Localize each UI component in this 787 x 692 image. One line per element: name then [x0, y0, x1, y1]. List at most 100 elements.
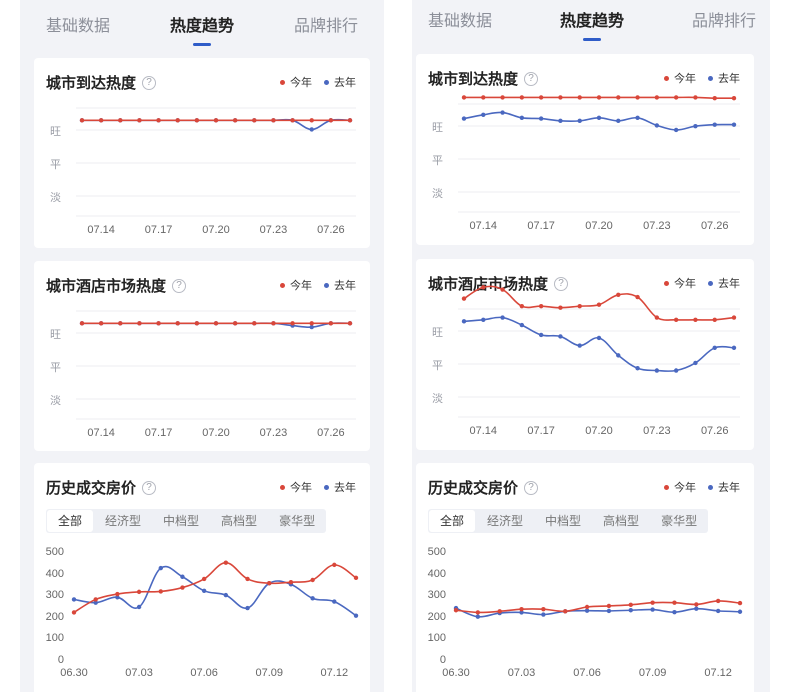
- data-point[interactable]: [538, 116, 544, 121]
- data-point[interactable]: [475, 614, 481, 619]
- data-point[interactable]: [616, 95, 621, 100]
- data-point[interactable]: [538, 303, 544, 309]
- data-point[interactable]: [519, 610, 524, 615]
- data-point[interactable]: [541, 606, 546, 612]
- price-tab-1[interactable]: 经济型: [487, 514, 524, 528]
- data-point[interactable]: [137, 118, 142, 123]
- data-point[interactable]: [309, 127, 314, 132]
- data-point[interactable]: [654, 368, 660, 373]
- data-point[interactable]: [232, 321, 238, 326]
- data-point[interactable]: [115, 595, 120, 600]
- legend-item-this-year[interactable]: 今年: [664, 479, 696, 495]
- data-point[interactable]: [596, 302, 602, 307]
- legend-item-this-year[interactable]: 今年: [280, 74, 312, 90]
- data-point[interactable]: [606, 603, 612, 609]
- data-point[interactable]: [673, 368, 679, 373]
- data-point[interactable]: [252, 321, 257, 326]
- legend-item-last-year[interactable]: 去年: [708, 70, 740, 86]
- data-point[interactable]: [596, 95, 602, 100]
- data-point[interactable]: [453, 608, 459, 613]
- price-tab-4[interactable]: 豪华型: [661, 514, 698, 528]
- data-point[interactable]: [577, 118, 582, 124]
- data-point[interactable]: [737, 600, 743, 606]
- data-point[interactable]: [79, 118, 85, 123]
- data-point[interactable]: [635, 95, 640, 100]
- data-point[interactable]: [98, 321, 104, 326]
- data-point[interactable]: [158, 565, 163, 571]
- data-point[interactable]: [213, 321, 219, 326]
- legend-item-last-year[interactable]: 去年: [324, 479, 356, 495]
- data-point[interactable]: [541, 612, 546, 617]
- data-point[interactable]: [616, 353, 621, 358]
- legend-item-this-year[interactable]: 今年: [280, 277, 312, 293]
- data-point[interactable]: [481, 112, 486, 118]
- data-point[interactable]: [654, 315, 660, 320]
- data-point[interactable]: [79, 321, 85, 326]
- data-point[interactable]: [616, 292, 621, 298]
- data-point[interactable]: [558, 95, 563, 100]
- data-point[interactable]: [245, 576, 250, 582]
- data-point[interactable]: [712, 345, 717, 351]
- data-point[interactable]: [596, 335, 602, 341]
- data-point[interactable]: [538, 95, 544, 100]
- data-point[interactable]: [353, 575, 359, 581]
- data-point[interactable]: [500, 315, 505, 320]
- data-point[interactable]: [635, 294, 640, 300]
- data-point[interactable]: [353, 613, 359, 618]
- data-point[interactable]: [93, 597, 98, 602]
- data-point[interactable]: [180, 585, 185, 590]
- data-point[interactable]: [115, 591, 120, 597]
- data-point[interactable]: [271, 321, 276, 326]
- data-point[interactable]: [731, 345, 737, 351]
- price-tab-2[interactable]: 中档型: [545, 514, 582, 528]
- data-point[interactable]: [500, 287, 505, 292]
- data-point[interactable]: [497, 609, 502, 614]
- data-point[interactable]: [558, 118, 563, 124]
- data-point[interactable]: [98, 118, 104, 123]
- data-point[interactable]: [616, 118, 621, 124]
- data-point[interactable]: [672, 609, 677, 615]
- data-point[interactable]: [712, 95, 717, 101]
- price-tab-4[interactable]: 豪华型: [279, 514, 316, 528]
- data-point[interactable]: [712, 122, 717, 127]
- price-tab-3[interactable]: 高档型: [603, 514, 640, 528]
- data-point[interactable]: [252, 118, 257, 123]
- data-point[interactable]: [577, 303, 582, 309]
- data-point[interactable]: [731, 122, 737, 127]
- data-point[interactable]: [332, 599, 337, 604]
- data-point[interactable]: [584, 604, 590, 610]
- data-point[interactable]: [288, 579, 294, 585]
- data-point[interactable]: [194, 321, 200, 326]
- data-point[interactable]: [731, 95, 737, 101]
- tab-heat-trend[interactable]: 热度趋势: [560, 7, 624, 41]
- data-point[interactable]: [693, 317, 698, 323]
- data-point[interactable]: [694, 602, 699, 607]
- data-point[interactable]: [347, 118, 353, 123]
- data-point[interactable]: [461, 296, 467, 301]
- price-tab-1[interactable]: 经济型: [105, 514, 142, 528]
- data-point[interactable]: [156, 118, 161, 123]
- data-point[interactable]: [519, 303, 525, 309]
- data-point[interactable]: [577, 95, 582, 100]
- data-point[interactable]: [672, 600, 677, 605]
- data-point[interactable]: [310, 577, 315, 583]
- data-point[interactable]: [693, 360, 698, 366]
- data-point[interactable]: [201, 576, 207, 582]
- data-point[interactable]: [693, 123, 698, 129]
- legend-item-last-year[interactable]: 去年: [324, 74, 356, 90]
- question-circle-icon[interactable]: ?: [172, 278, 187, 293]
- data-point[interactable]: [519, 322, 525, 328]
- data-point[interactable]: [654, 123, 660, 128]
- data-point[interactable]: [481, 285, 486, 290]
- question-circle-icon[interactable]: ?: [524, 71, 539, 86]
- data-point[interactable]: [213, 118, 219, 123]
- data-point[interactable]: [461, 319, 467, 324]
- data-point[interactable]: [650, 607, 655, 612]
- data-point[interactable]: [558, 334, 563, 339]
- data-point[interactable]: [136, 589, 142, 595]
- legend-item-last-year[interactable]: 去年: [708, 479, 740, 495]
- data-point[interactable]: [673, 95, 679, 100]
- data-point[interactable]: [500, 95, 505, 100]
- data-point[interactable]: [673, 127, 679, 133]
- price-tab-3[interactable]: 高档型: [221, 514, 258, 528]
